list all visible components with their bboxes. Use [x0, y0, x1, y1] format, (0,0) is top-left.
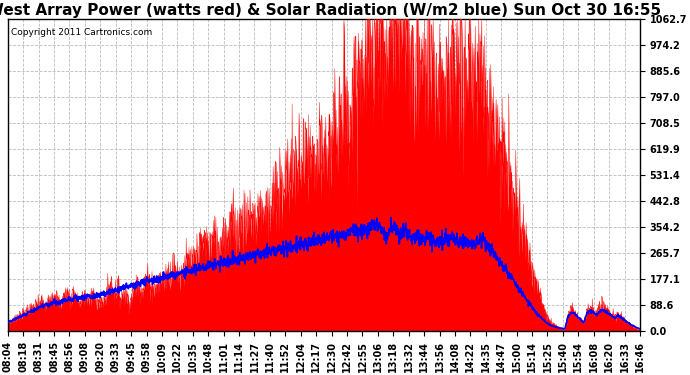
- Text: Copyright 2011 Cartronics.com: Copyright 2011 Cartronics.com: [11, 28, 152, 38]
- Title: West Array Power (watts red) & Solar Radiation (W/m2 blue) Sun Oct 30 16:55: West Array Power (watts red) & Solar Rad…: [0, 3, 661, 18]
